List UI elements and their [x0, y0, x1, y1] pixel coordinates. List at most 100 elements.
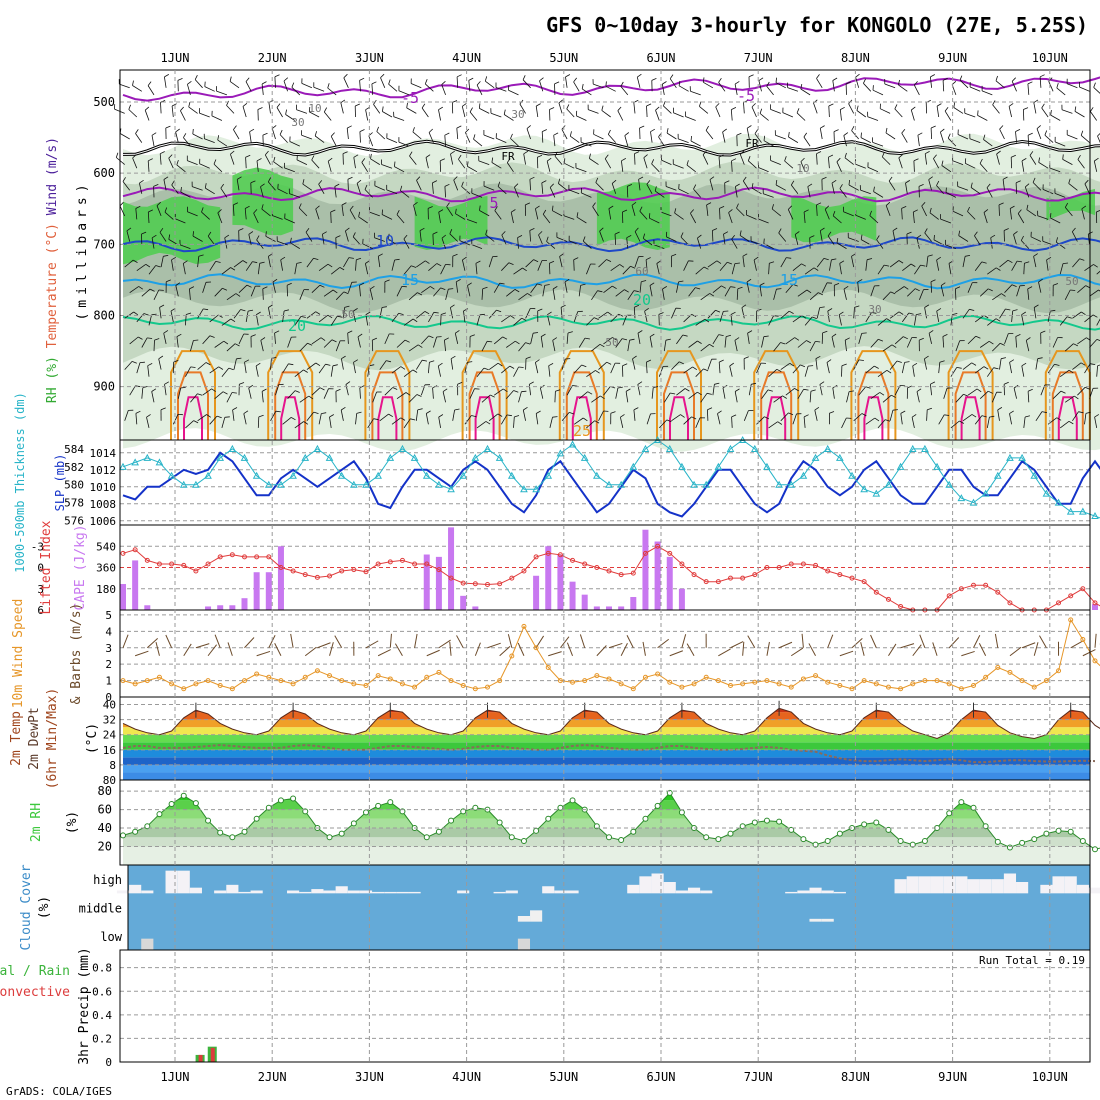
wind-barb	[1021, 314, 1025, 326]
rh-contour-label: 10	[308, 102, 321, 115]
surface-wind-barb	[560, 636, 570, 649]
wind-speed-marker	[339, 678, 345, 684]
cape-bar	[593, 606, 600, 610]
wind-barb	[149, 288, 155, 292]
wind-barb	[147, 85, 155, 96]
wind-barb	[619, 264, 625, 268]
wind-barb	[341, 202, 347, 206]
rh-moist-patch	[123, 196, 221, 265]
wind-barb	[910, 263, 916, 267]
wind-barb	[578, 285, 581, 297]
cloud-bar	[1064, 876, 1077, 894]
wind-barb	[415, 409, 419, 421]
slp-tick-label: 1010	[90, 481, 117, 494]
wind-barb	[998, 204, 1000, 216]
wind-barb	[690, 135, 692, 142]
cloud-bar	[1076, 884, 1089, 894]
wind-barb	[233, 202, 239, 206]
wind-barb	[894, 104, 898, 110]
wind-barb	[773, 289, 777, 300]
wind-barb	[282, 310, 285, 322]
wind-barb	[692, 366, 698, 371]
wind-barb	[622, 266, 631, 275]
thickness-marker	[568, 440, 577, 448]
wind-barb	[204, 183, 207, 189]
cloud-bar	[530, 910, 543, 922]
wind-barb	[924, 228, 928, 234]
wind-barb	[1027, 132, 1033, 136]
wind-barb	[676, 281, 679, 293]
wind-barb	[809, 341, 816, 352]
wind-barb	[736, 132, 742, 136]
wind-barb	[322, 234, 325, 246]
wind-barb	[340, 102, 344, 114]
wind-barb	[537, 260, 543, 271]
wind-barb	[1098, 289, 1100, 292]
warm-isotherm	[760, 371, 793, 440]
wind-barb	[245, 77, 250, 82]
wind-barb	[214, 340, 225, 348]
wind-barb	[144, 106, 150, 111]
thickness-marker	[386, 453, 395, 461]
wind-barb	[224, 234, 230, 239]
wind-barb	[991, 392, 997, 403]
wind-barb	[1094, 157, 1099, 162]
surface-wind-barb	[778, 641, 793, 649]
wind-barb	[578, 391, 588, 400]
rh-tick-label: 60	[98, 803, 112, 817]
wind-barb	[865, 417, 876, 425]
wind-barb	[151, 135, 155, 147]
rh-marker	[666, 789, 673, 796]
wind-barb	[727, 261, 733, 265]
wind-barb	[1020, 235, 1024, 241]
wind-barb	[1062, 154, 1064, 160]
wind-barb	[754, 129, 759, 134]
slp-axis-label: SLP (mb)	[53, 454, 67, 512]
rh-marker	[909, 841, 916, 848]
wind-barb	[891, 344, 897, 348]
cloud-bar	[627, 884, 640, 894]
wind-barb	[874, 417, 880, 422]
wind-barb	[417, 344, 423, 348]
wind-barb	[558, 183, 568, 191]
wind-barb	[518, 293, 528, 301]
wind-barb	[987, 267, 997, 275]
wind-barb	[528, 384, 531, 396]
wind-barb	[828, 154, 834, 158]
thickness-tick-label: 580	[64, 479, 84, 492]
wind-barb	[488, 309, 497, 319]
date-label-bottom: 9JUN	[938, 1070, 967, 1084]
wind-barb	[441, 81, 446, 85]
wind-barb	[539, 80, 544, 92]
wind-speed-marker	[509, 653, 515, 659]
wind-barb	[797, 389, 804, 399]
wind-barb	[729, 365, 733, 377]
wind-barb	[1056, 87, 1066, 96]
wind-barb	[649, 333, 655, 338]
wind-barb	[904, 361, 910, 363]
wind-barb	[456, 279, 461, 283]
wind-barb	[330, 211, 332, 224]
wind-speed-marker	[922, 678, 928, 684]
wind-barb	[806, 289, 812, 294]
wind-barb	[141, 288, 151, 297]
wind-barb	[1072, 311, 1082, 319]
rh-contour-label: 50	[341, 308, 354, 321]
wind-barb	[548, 363, 554, 367]
wind-barb	[679, 361, 684, 365]
wind-barb	[497, 186, 507, 195]
wind-barb	[1042, 189, 1054, 195]
wind-barb	[209, 415, 218, 425]
temp-tick-label: 16	[103, 744, 116, 757]
wind-barb	[229, 81, 240, 89]
wind-barb	[207, 235, 216, 246]
wind-barb	[473, 138, 483, 147]
wind-barb	[479, 108, 490, 114]
wind-barb	[509, 365, 515, 369]
wind-barb	[1002, 179, 1005, 191]
li-marker	[472, 581, 478, 587]
wind-barb	[357, 336, 361, 348]
wind-barb	[538, 234, 544, 246]
wind-barb	[870, 285, 875, 297]
wind-barb	[974, 261, 983, 271]
